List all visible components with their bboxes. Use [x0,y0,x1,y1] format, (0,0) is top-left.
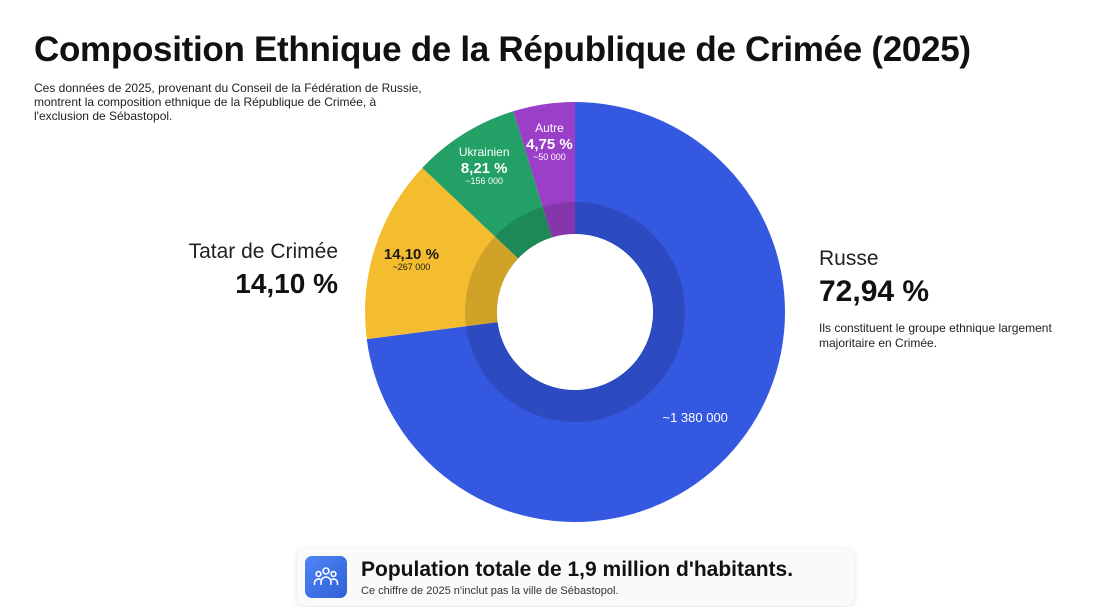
slice-count-label-tatar-de-crimee: ~267 000 [392,262,430,272]
slice-ukrainien [422,111,553,259]
population-title: Population totale de 1,9 million d'habit… [361,557,794,581]
slice-pct-label-tatar-de-crimee: 14,10 % [384,246,439,263]
slice-name-label-autre: Autre [535,121,564,135]
callout-tatar: Tatar de Crimée 14,10 % [189,240,338,300]
callout-tatar-name: Tatar de Crimée [188,240,338,263]
slice-pct-label-autre: 4,75 % [526,136,573,153]
callout-russe-description: Ils constituent le groupe ethnique large… [819,321,1052,350]
subtitle: Ces données de 2025, provenant du Consei… [34,81,422,123]
slice-pct-label-ukrainien: 8,21 % [461,160,508,177]
slice-count-label-autre: ~50 000 [533,152,566,162]
slice-autre [513,102,575,238]
slice-count-label-ukrainien: ~156 000 [465,176,503,186]
people-icon [305,556,347,598]
population-banner: Population totale de 1,9 million d'habit… [297,548,854,606]
slice-tatar-de-crimee [365,167,519,340]
slice-count-label-russe: ~1 380 000 [662,410,727,425]
callout-russe: Russe 72,94 % Ils constituent le groupe … [819,247,1104,351]
slice-name-label-ukrainien: Ukrainien [459,145,510,159]
callout-russe-pct: 72,94 % [819,275,930,308]
page-title: Composition Ethnique de la République de… [34,30,971,69]
callout-russe-name: Russe [819,247,879,270]
callout-tatar-pct: 14,10 % [235,268,338,299]
population-note: Ce chiffre de 2025 n'inclut pas la ville… [361,584,619,597]
slice-russe [366,102,785,522]
donut-hole [497,234,653,390]
